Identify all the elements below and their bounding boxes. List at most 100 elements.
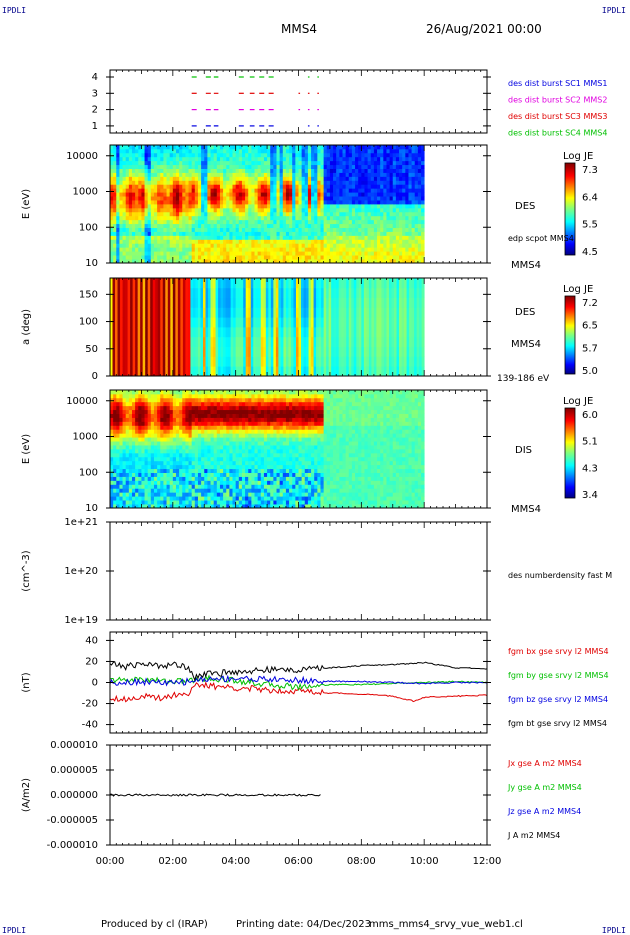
- spectrogram-cell: [110, 215, 114, 221]
- spectrogram-cell: [304, 215, 309, 221]
- spectrogram-cell: [201, 160, 205, 166]
- spectrogram-cell: [160, 156, 164, 162]
- spectrogram-cell: [147, 148, 152, 154]
- spectrogram-cell: [204, 180, 208, 185]
- spectrogram-cell: [399, 259, 403, 264]
- spectrogram-cell: [144, 452, 149, 458]
- spectrogram-cell: [307, 152, 312, 158]
- spectrogram-cell: [140, 307, 144, 318]
- spectrogram-cell: [404, 366, 407, 377]
- spectrogram-cell: [110, 227, 114, 232]
- spectrogram-cell: [333, 152, 337, 158]
- spectrogram-cell: [270, 239, 274, 244]
- spectrogram-cell: [289, 223, 293, 228]
- spectrogram-cell: [125, 251, 130, 256]
- spectrogram-cell: [238, 235, 243, 240]
- spectrogram-cell: [392, 243, 397, 248]
- spectrogram-cell: [169, 192, 174, 197]
- spectrogram-cell: [191, 239, 196, 244]
- spectrogram-cell: [128, 464, 133, 470]
- spectrogram-cell: [288, 366, 292, 377]
- spectrogram-cell: [223, 336, 227, 347]
- spectrogram-cell: [317, 223, 321, 228]
- spectrogram-cell: [128, 180, 133, 185]
- spectrogram-cell: [333, 336, 337, 347]
- spectrogram-cell: [377, 145, 381, 150]
- spectrogram-cell: [172, 417, 177, 422]
- spectrogram-cell: [172, 239, 177, 244]
- spectrogram-cell: [110, 393, 114, 399]
- spectrogram-cell: [380, 215, 384, 221]
- spectrogram-cell: [254, 207, 259, 213]
- spectrogram-cell: [141, 496, 145, 501]
- spectrogram-cell: [210, 145, 215, 150]
- spectrogram-cell: [110, 259, 114, 264]
- spectrogram-cell: [316, 336, 319, 347]
- spectrogram-cell: [141, 484, 145, 489]
- spectrogram-cell: [204, 164, 208, 169]
- spectrogram-cell: [342, 148, 347, 154]
- spectrogram-cell: [320, 211, 325, 217]
- spectrogram-cell: [321, 327, 325, 338]
- spectrogram-cell: [163, 476, 167, 481]
- spectrogram-cell: [213, 219, 218, 225]
- spectrogram-cell: [377, 239, 381, 244]
- spectrogram-cell: [240, 346, 244, 357]
- spectrogram-cell: [386, 278, 390, 289]
- spectrogram-cell: [311, 239, 315, 244]
- spectrogram-cell: [190, 356, 194, 367]
- spectrogram-cell: [140, 336, 144, 347]
- spectrogram-cell: [163, 480, 167, 485]
- spectrogram-cell: [333, 164, 337, 169]
- spectrogram-cell: [125, 287, 128, 298]
- spectrogram-cell: [301, 184, 306, 189]
- spectrogram-cell: [414, 307, 418, 318]
- spectrogram-cell: [216, 251, 221, 256]
- spectrogram-cell: [364, 215, 369, 221]
- spectrogram-cell: [135, 145, 139, 150]
- spectrogram-cell: [345, 168, 350, 173]
- spectrogram-cell: [147, 336, 151, 347]
- spectrogram-cell: [405, 184, 409, 189]
- spectrogram-cell: [201, 259, 205, 264]
- spectrogram-cell: [110, 429, 114, 434]
- spectrogram-cell: [405, 251, 409, 256]
- spectrogram-cell: [172, 219, 177, 225]
- spectrogram-cell: [367, 145, 372, 150]
- spectrogram-cell: [185, 227, 189, 232]
- spectrogram-cell: [376, 278, 380, 289]
- spectrogram-cell: [207, 259, 211, 264]
- spectrogram-cell: [188, 148, 193, 154]
- spectrogram-cell: [395, 243, 400, 248]
- spectrogram-cell: [163, 196, 167, 201]
- spectrogram-cell: [373, 247, 378, 252]
- spectrogram-cell: [153, 452, 158, 458]
- spectrogram-cell: [260, 176, 265, 181]
- spectrogram-cell: [172, 488, 177, 493]
- spectrogram-cell: [391, 317, 395, 328]
- spectrogram-cell: [323, 148, 328, 154]
- spectrogram-cell: [377, 180, 381, 185]
- spectrogram-cell: [363, 278, 367, 289]
- spectrogram-cell: [235, 297, 239, 308]
- spectrogram-cell: [119, 255, 123, 260]
- spectrogram-cell: [351, 145, 356, 150]
- spectrogram-cell: [179, 148, 183, 154]
- spectrogram-cell: [321, 307, 325, 318]
- spectrogram-cell: [401, 307, 405, 318]
- spectrogram-cell: [323, 188, 328, 193]
- spectrogram-cell: [215, 356, 219, 367]
- spectrogram-cell: [404, 336, 407, 347]
- spectrogram-cell: [163, 207, 167, 213]
- spectrogram-cell: [194, 219, 199, 225]
- spectrogram-cell: [223, 145, 227, 150]
- spectrogram-cell: [131, 456, 136, 462]
- spectrogram-cell: [223, 188, 227, 193]
- spectrogram-cell: [235, 156, 240, 162]
- spectrogram-cell: [342, 192, 347, 197]
- spectrogram-cell: [116, 488, 120, 493]
- spectrogram-cell: [131, 235, 136, 240]
- spectrogram-cell: [175, 449, 180, 454]
- spectrogram-cell: [411, 346, 415, 357]
- spectrogram-cell: [179, 196, 183, 201]
